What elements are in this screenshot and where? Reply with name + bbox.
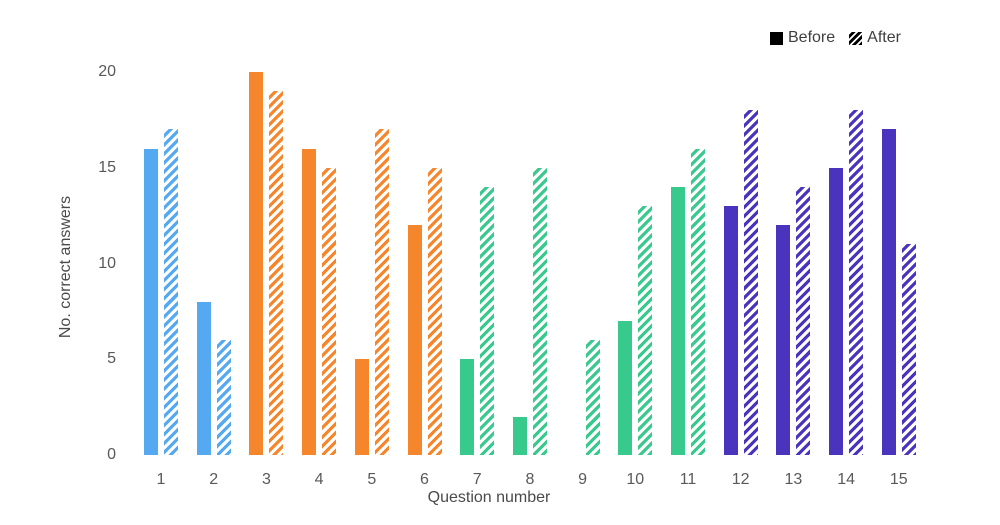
bar-after-q7: [480, 186, 495, 455]
x-tick-label: 11: [679, 471, 697, 488]
x-tick-label: 10: [626, 471, 645, 488]
x-tick-label: 14: [837, 471, 855, 488]
x-tick-label: 13: [784, 471, 803, 488]
bar-before-q2: [196, 301, 211, 455]
bar-after-q11: [691, 148, 705, 455]
y-tick-label: 20: [98, 63, 116, 80]
legend-after-label: After: [867, 29, 901, 46]
bar-after-q9: [585, 340, 600, 455]
legend: Before After: [770, 29, 901, 47]
bar-after-q8: [532, 167, 547, 455]
y-tick-label: 5: [107, 350, 116, 368]
bar-after-q13: [796, 186, 811, 455]
x-axis-title: Question number: [427, 489, 551, 506]
bar-after-q1: [164, 129, 178, 455]
bar-after-q3: [269, 91, 284, 455]
bar-after-q2: [216, 340, 231, 455]
x-tick-label: 4: [314, 471, 324, 488]
bar-before-q6: [407, 225, 422, 455]
bar-before-q11: [671, 186, 685, 455]
x-tick-label: 15: [889, 471, 908, 488]
x-tick-label: 3: [261, 471, 271, 488]
legend-after-swatch-icon: [849, 31, 863, 45]
bar-before-q7: [460, 359, 475, 455]
bar-before-q3: [249, 72, 264, 455]
y-tick-label: 15: [98, 158, 116, 176]
bar-after-q15: [901, 244, 916, 455]
bar-before-q14: [829, 167, 844, 455]
legend-before-swatch-icon: [770, 31, 783, 45]
bar-after-q4: [322, 167, 337, 455]
x-tick-label: 8: [525, 471, 535, 488]
y-tick-label: 0: [107, 446, 116, 463]
bar-after-q10: [638, 206, 653, 455]
bar-before-q13: [776, 225, 791, 455]
bar-before-q4: [302, 148, 317, 455]
bar-after-q12: [743, 110, 758, 455]
bar-before-q10: [618, 320, 633, 455]
x-tick-label: 2: [209, 471, 219, 488]
bar-after-q5: [374, 129, 389, 455]
bar-before-q12: [723, 206, 738, 455]
bar-before-q15: [881, 129, 896, 455]
bar-before-q1: [144, 148, 158, 455]
x-tick-label: 1: [156, 471, 166, 488]
bar-before-q5: [354, 359, 369, 455]
bar-before-q8: [512, 416, 527, 455]
x-tick-label: 7: [472, 471, 482, 488]
x-tick-label: 6: [420, 471, 429, 488]
y-tick-label: 10: [98, 254, 116, 272]
x-tick-label: 9: [578, 471, 588, 488]
bar-after-q14: [849, 110, 864, 455]
legend-item-after: After: [849, 29, 901, 47]
legend-item-before: Before: [770, 29, 835, 47]
bar-after-q6: [427, 167, 442, 455]
x-tick-label: 12: [731, 471, 750, 488]
x-tick-label: 5: [367, 471, 377, 488]
legend-before-label: Before: [788, 29, 836, 46]
